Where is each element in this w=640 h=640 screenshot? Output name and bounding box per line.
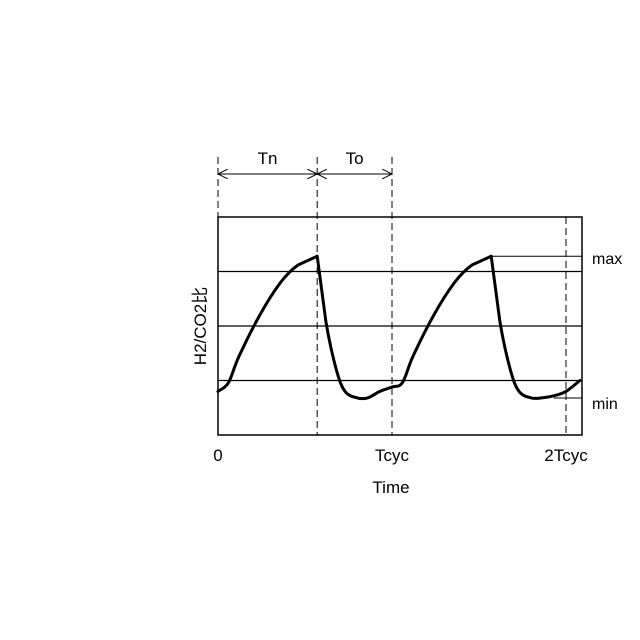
series-line-0 <box>218 256 580 399</box>
x-tick-label-1: Tcyc <box>375 446 410 465</box>
x-tick-label-2: 2Tcyc <box>544 446 588 465</box>
x-tick-labels: 0 Tcyc 2Tcyc <box>213 446 588 465</box>
x-tick-label-0: 0 <box>213 446 222 465</box>
level-label-min: min <box>592 396 618 413</box>
x-axis-title: Time <box>372 478 409 497</box>
level-indicators: max min <box>491 251 622 413</box>
interval-label-to: To <box>346 149 364 168</box>
series-layer <box>218 256 580 399</box>
gridlines <box>218 272 582 381</box>
level-label-max: max <box>592 251 622 268</box>
interval-annotations: Tn To <box>218 149 392 174</box>
y-axis-title: H2/CO2比 <box>191 287 210 365</box>
interval-label-tn: Tn <box>258 149 278 168</box>
